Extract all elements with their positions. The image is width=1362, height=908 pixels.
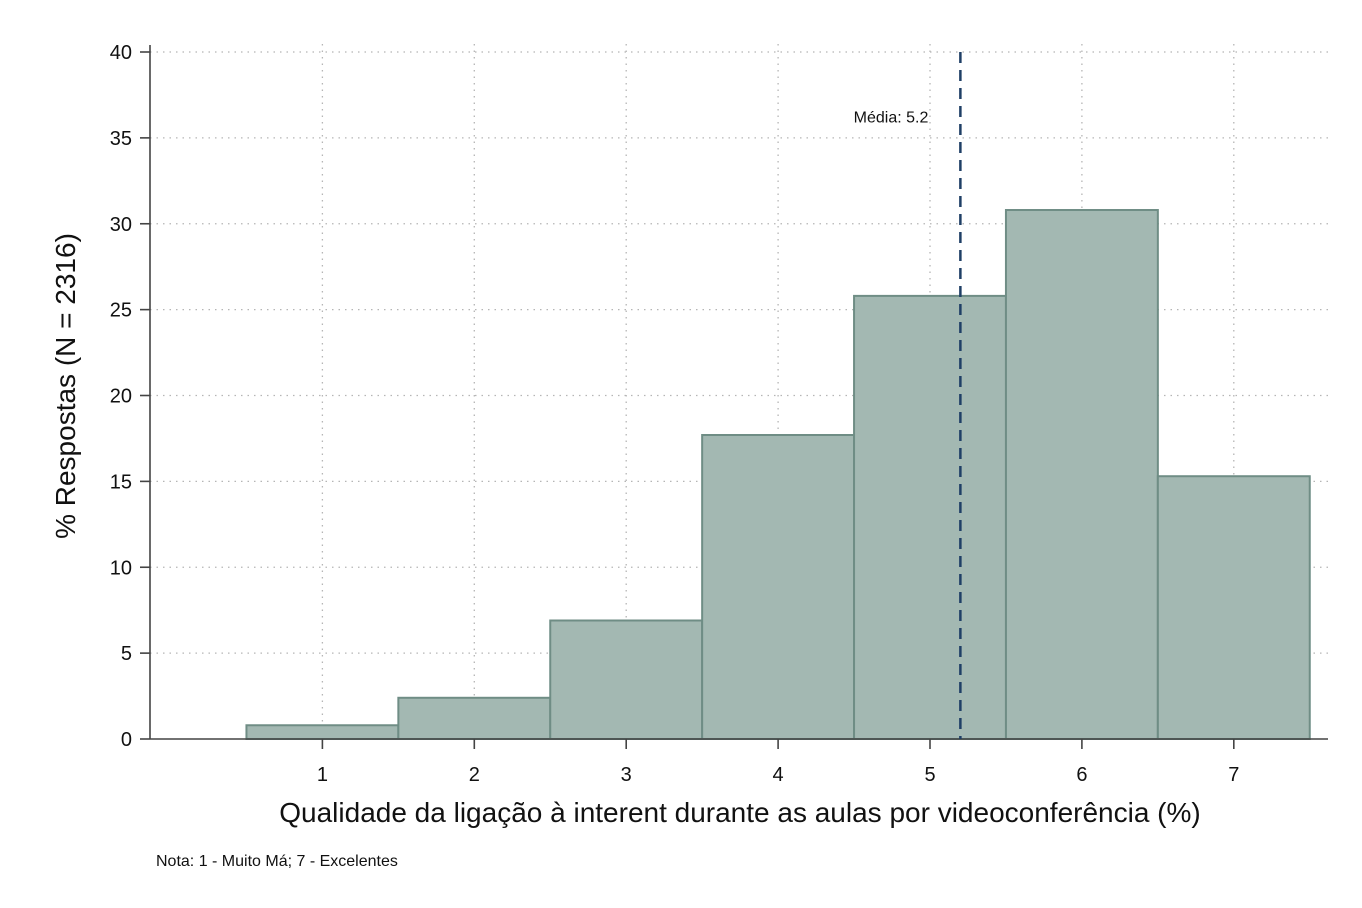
- x-tick-label: 2: [469, 764, 480, 786]
- x-tick-label: 7: [1228, 764, 1239, 786]
- y-tick-label: 40: [110, 42, 132, 64]
- y-tick-label: 20: [110, 386, 132, 408]
- x-tick-label: 4: [773, 764, 784, 786]
- y-tick-label: 15: [110, 471, 132, 493]
- bar-7: [1156, 475, 1311, 740]
- x-tick-label: 1: [317, 764, 328, 786]
- y-tick-label: 35: [110, 128, 132, 150]
- mean-label: Média: 5.2: [854, 110, 929, 127]
- bar-6: [1004, 209, 1159, 740]
- axes: 0 5 10 15 20 25 30 35 40 1 2 3 4 5 6 7: [110, 42, 1328, 786]
- bars: [245, 209, 1311, 741]
- bar-4: [701, 434, 856, 740]
- y-tick-label: 10: [110, 557, 132, 579]
- y-tick-label: 30: [110, 214, 132, 236]
- chart-note: Nota: 1 - Muito Má; 7 - Excelentes: [156, 853, 398, 870]
- y-axis-title: % Respostas (N = 2316): [50, 233, 81, 539]
- bar-3: [549, 619, 704, 740]
- bar-1: [245, 724, 400, 741]
- y-tick-label: 5: [121, 643, 132, 665]
- y-tick-label: 25: [110, 300, 132, 322]
- bar-5: [853, 294, 1007, 740]
- x-tick-label: 3: [621, 764, 632, 786]
- y-tick-label: 0: [121, 729, 132, 751]
- mean-marker: Média: 5.2: [854, 52, 962, 739]
- x-tick-label: 6: [1076, 764, 1087, 786]
- bar-2: [397, 696, 552, 741]
- x-axis-title: Qualidade da ligação à interent durante …: [279, 797, 1200, 828]
- x-tick-label: 5: [924, 764, 935, 786]
